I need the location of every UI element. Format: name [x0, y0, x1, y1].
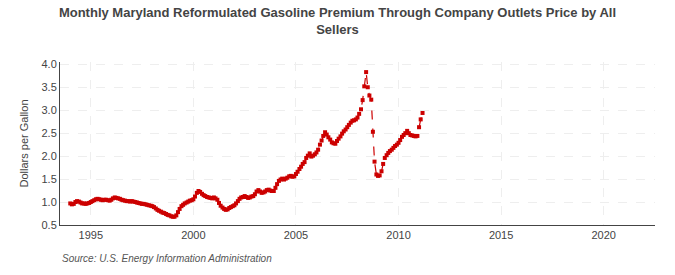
svg-text:2010: 2010 [386, 229, 410, 241]
svg-text:1.0: 1.0 [42, 196, 57, 208]
svg-text:2000: 2000 [181, 229, 205, 241]
svg-text:2005: 2005 [284, 229, 308, 241]
svg-text:3.5: 3.5 [42, 81, 57, 93]
svg-text:4.0: 4.0 [42, 58, 57, 70]
svg-text:Monthly Maryland Reformulated: Monthly Maryland Reformulated Gasoline P… [59, 5, 616, 37]
svg-text:Dollars per Gallon: Dollars per Gallon [18, 99, 30, 187]
svg-text:1995: 1995 [79, 229, 103, 241]
svg-text:2020: 2020 [591, 229, 615, 241]
svg-text:2.0: 2.0 [42, 150, 57, 162]
svg-text:2015: 2015 [489, 229, 513, 241]
svg-text:3.0: 3.0 [42, 104, 57, 116]
svg-text:2.5: 2.5 [42, 127, 57, 139]
svg-text:Source: U.S. Energy Informatio: Source: U.S. Energy Information Administ… [62, 253, 272, 264]
svg-text:0.5: 0.5 [42, 219, 57, 231]
svg-text:1.5: 1.5 [42, 173, 57, 185]
